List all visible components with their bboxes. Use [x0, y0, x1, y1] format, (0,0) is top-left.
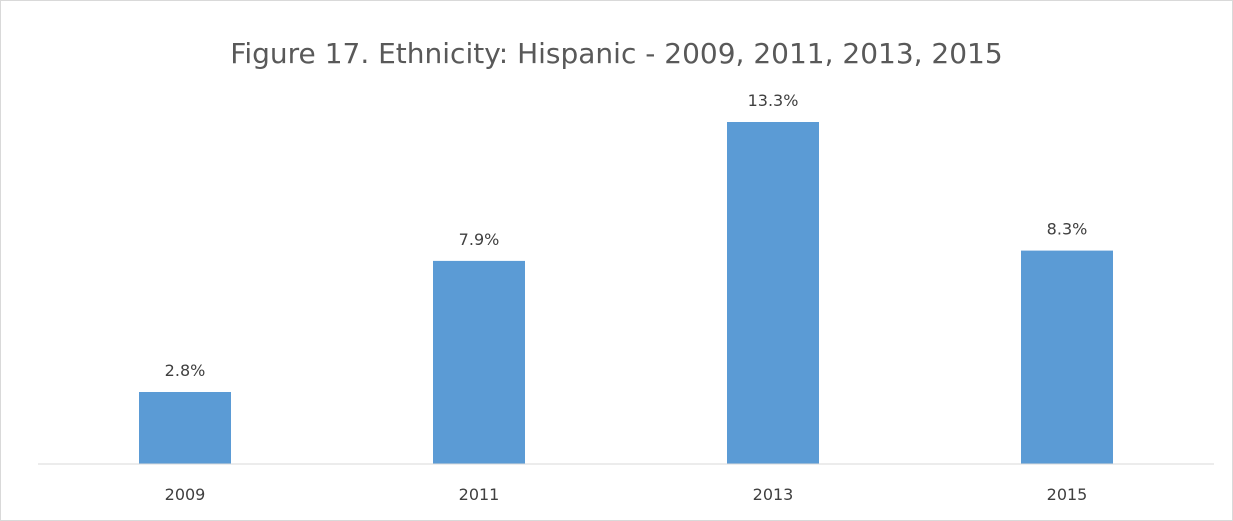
data-label-2015: 8.3% — [1047, 220, 1088, 239]
x-tick-label-2009: 2009 — [165, 485, 206, 504]
data-label-2011: 7.9% — [459, 230, 500, 249]
x-tick-label-2011: 2011 — [459, 485, 500, 504]
data-label-2009: 2.8% — [165, 361, 206, 380]
x-tick-label-2015: 2015 — [1047, 485, 1088, 504]
chart-title: Figure 17. Ethnicity: Hispanic - 2009, 2… — [230, 37, 1003, 70]
data-labels-layer: 2.8% 7.9% 13.3% 8.3% — [165, 91, 1088, 380]
bar-2015 — [1021, 250, 1113, 464]
bar-2011 — [433, 260, 525, 464]
bar-2009 — [139, 392, 231, 464]
tick-labels-layer: 2009 2011 2013 2015 — [165, 485, 1088, 504]
bar-2013 — [727, 122, 819, 464]
data-label-2013: 13.3% — [748, 91, 799, 110]
x-tick-label-2013: 2013 — [753, 485, 794, 504]
bars-layer — [139, 122, 1113, 464]
